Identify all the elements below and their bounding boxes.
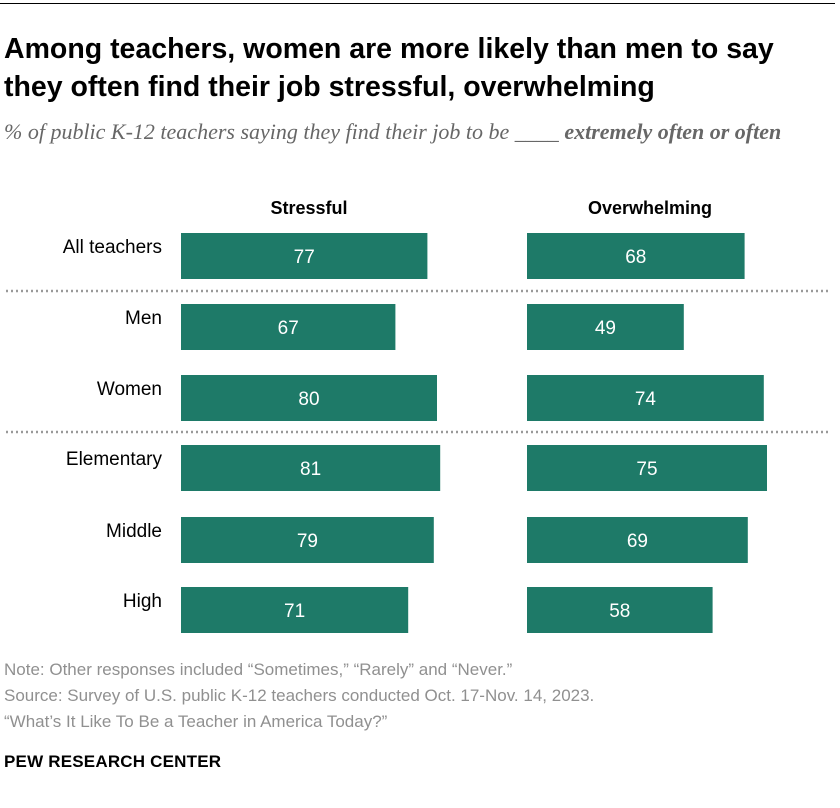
bar-overwhelming-elementary — [527, 445, 767, 491]
subtitle-text: % of public K-12 teachers saying they fi… — [4, 119, 565, 144]
bar-overwhelming-women — [527, 375, 764, 421]
value-label-overwhelming-elementary: 75 — [636, 459, 657, 480]
bar-chart: Stressful Overwhelming All teachers Men Wome… — [6, 198, 828, 633]
category-label-high: High — [123, 591, 162, 612]
series-header-overwhelming: Overwhelming — [588, 198, 712, 218]
value-label-stressful-men: 67 — [278, 318, 299, 339]
chart-notes: Note: Other responses included “Sometime… — [4, 657, 594, 735]
series-header-stressful: Stressful — [270, 198, 347, 218]
top-rule — [0, 3, 835, 4]
value-label-stressful-women: 80 — [298, 389, 319, 410]
value-label-overwhelming-middle: 69 — [627, 531, 648, 552]
bar-stressful-men — [181, 304, 396, 350]
category-label-elementary: Elementary — [66, 449, 163, 470]
bar-overwhelming-all-teachers — [527, 233, 745, 279]
report-title: “What’s It Like To Be a Teacher in Ameri… — [4, 712, 388, 731]
value-label-overwhelming-women: 74 — [635, 389, 657, 410]
bar-stressful-all-teachers — [181, 233, 428, 279]
category-label-women: Women — [97, 379, 162, 400]
bar-stressful-women — [181, 375, 437, 421]
chart-title: Among teachers, women are more likely th… — [4, 33, 774, 103]
category-label-men: Men — [125, 308, 162, 329]
source-text: Source: Survey of U.S. public K-12 teach… — [4, 686, 595, 705]
bar-overwhelming-middle — [527, 517, 748, 563]
subtitle-emphasis: extremely often or often — [564, 119, 782, 144]
value-label-overwhelming-men: 49 — [595, 318, 616, 339]
value-label-overwhelming-all-teachers: 68 — [625, 247, 646, 268]
value-label-overwhelming-high: 58 — [609, 601, 630, 622]
organization-logo-text: PEW RESEARCH CENTER — [4, 752, 222, 771]
note-text: Note: Other responses included “Sometime… — [4, 660, 513, 679]
category-label-middle: Middle — [106, 521, 162, 542]
bar-stressful-elementary — [181, 445, 441, 491]
bar-stressful-middle — [181, 517, 434, 563]
bar-overwhelming-high — [527, 587, 713, 633]
bar-overwhelming-men — [527, 304, 684, 350]
value-label-stressful-elementary: 81 — [300, 459, 321, 480]
value-label-stressful-high: 71 — [284, 601, 305, 622]
value-label-stressful-middle: 79 — [297, 531, 318, 552]
category-label-all-teachers: All teachers — [63, 237, 162, 258]
bar-stressful-high — [181, 587, 409, 633]
value-label-stressful-all-teachers: 77 — [294, 247, 315, 268]
chart-subtitle: % of public K-12 teachers saying they fi… — [4, 116, 834, 148]
